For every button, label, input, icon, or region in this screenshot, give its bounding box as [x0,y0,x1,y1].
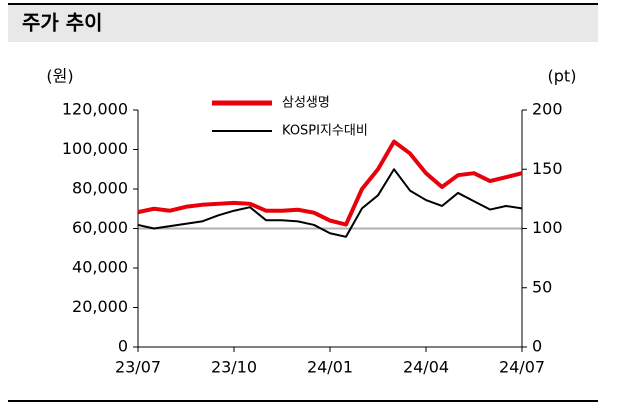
y-axis-label: (원) [46,67,73,86]
x-tick-label: 24/07 [499,358,545,377]
legend-label: KOSPI지수대비 [282,124,368,139]
y2-axis-label: (pt) [548,67,577,86]
x-tick-label: 23/07 [115,358,161,377]
y2-tick-label: 50 [532,277,552,296]
y2-tick-label: 150 [532,159,563,178]
y2-tick-label: 100 [532,218,563,237]
y-tick-label: 0 [118,337,128,356]
series-line [137,168,523,238]
header-band [8,4,598,42]
y2-tick-label: 0 [532,337,542,356]
y-tick-label: 20,000 [72,297,128,316]
x-tick-label: 23/10 [211,358,257,377]
x-tick-label: 24/04 [403,358,449,377]
y-tick-label: 40,000 [72,258,128,277]
y-tick-label: 100,000 [62,139,128,158]
y-tick-label: 80,000 [72,179,128,198]
legend-label: 삼성생명 [282,96,330,111]
series-line [137,139,523,227]
y2-tick-label: 200 [532,100,563,119]
x-tick-label: 24/01 [307,358,353,377]
y-tick-label: 120,000 [62,100,128,119]
header-title: 주가 추이 [22,11,103,35]
y-tick-label: 60,000 [72,218,128,237]
